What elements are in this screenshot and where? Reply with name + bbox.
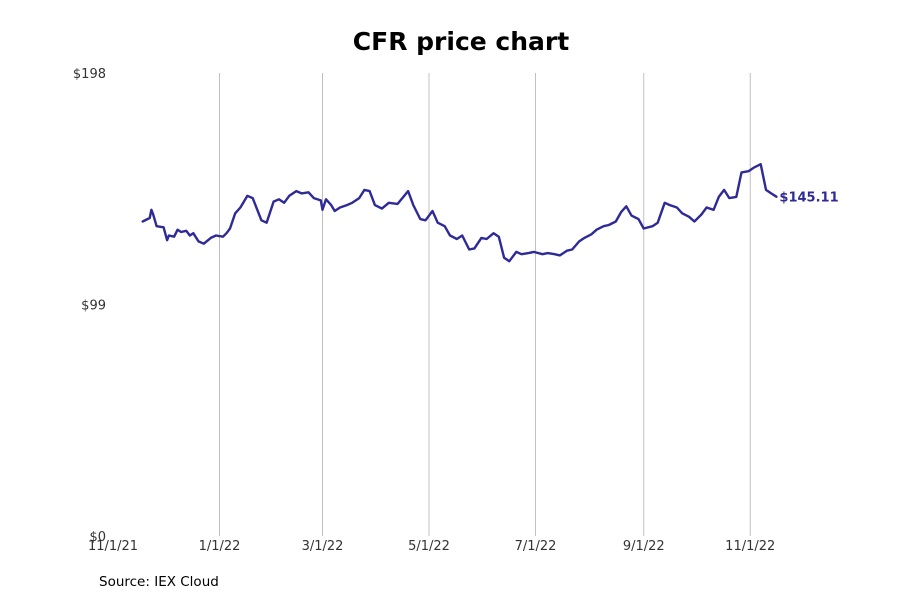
x-tick-label: 1/1/22 — [199, 539, 241, 554]
y-tick-label: $0 — [89, 530, 106, 545]
chart-title: CFR price chart — [352, 27, 570, 56]
x-tick-label: 11/1/21 — [88, 539, 138, 554]
price-series-line — [141, 163, 778, 263]
x-tick-label: 7/1/22 — [515, 539, 557, 554]
y-axis-tick-labels: $0 $99 $198 — [73, 67, 106, 545]
y-tick-label: $99 — [81, 299, 106, 314]
x-axis-tick-labels: 11/1/21 1/1/22 3/1/22 5/1/22 7/1/22 9/1/22 11/… — [88, 539, 775, 554]
x-tick-label: 9/1/22 — [623, 539, 665, 554]
x-tick-label: 5/1/22 — [408, 539, 450, 554]
x-tick-label: 11/1/22 — [725, 539, 775, 554]
vertical-gridlines — [218, 73, 751, 536]
source-note: Source: IEX Cloud — [99, 574, 219, 590]
last-price-label: $145.11 — [779, 191, 838, 206]
x-tick-label: 3/1/22 — [302, 539, 344, 554]
y-tick-label: $198 — [73, 67, 106, 82]
